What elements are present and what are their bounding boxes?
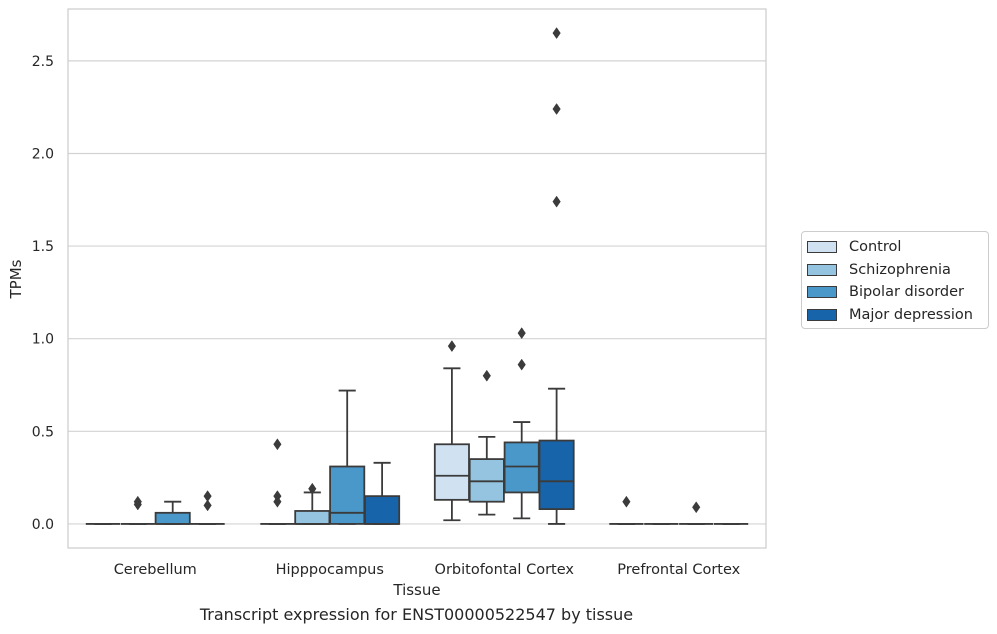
legend-item: Major depression — [802, 304, 988, 327]
y-tick-label: 0.0 — [32, 517, 54, 533]
outlier-point — [308, 482, 317, 495]
outlier-point — [273, 495, 282, 508]
legend-swatch — [807, 308, 837, 321]
box-major-depression — [190, 490, 225, 525]
y-tick-label: 2.5 — [32, 54, 54, 70]
legend-label: Control — [849, 239, 902, 256]
box-bipolar-disorder — [503, 327, 540, 520]
outlier-point — [517, 358, 526, 371]
legend-item: Control — [802, 236, 988, 259]
outlier-point — [447, 340, 457, 353]
x-tick-label: Orbitofontal Cortex — [435, 562, 575, 578]
box-body — [468, 458, 505, 503]
box-body — [538, 439, 575, 511]
outlier-point — [482, 369, 491, 382]
outlier-point — [133, 498, 142, 511]
box-bipolar-disorder — [329, 389, 366, 525]
y-tick-label: 2.0 — [32, 146, 54, 162]
box-schizophrenia — [120, 495, 155, 525]
box-control — [433, 340, 470, 522]
outlier-point — [692, 501, 701, 514]
grid-lines — [68, 60, 766, 525]
box-body — [503, 441, 540, 494]
box-bipolar-disorder — [154, 500, 191, 525]
legend-item: Schizophrenia — [802, 259, 988, 282]
chart-caption: Transcript expression for ENST0000052254… — [199, 605, 634, 624]
outlier-point — [273, 438, 282, 451]
box-schizophrenia — [468, 369, 505, 516]
y-tick-label: 1.0 — [32, 332, 54, 348]
x-axis-label: Tissue — [392, 581, 440, 599]
box-groups — [85, 27, 749, 525]
box-body — [364, 495, 401, 525]
x-tick-label: Hipppocampus — [276, 562, 384, 578]
legend: Control Schizophrenia Bipolar disorder M… — [801, 231, 989, 329]
outlier-point — [203, 499, 212, 512]
legend-label: Schizophrenia — [849, 261, 951, 278]
outlier-point — [552, 195, 561, 208]
outlier-point — [517, 327, 526, 340]
box-major-depression — [364, 461, 401, 525]
x-tick-labels: Cerebellum Hipppocampus Orbitofontal Corte… — [114, 562, 741, 578]
y-tick-labels: 0.0 0.5 1.0 1.5 2.0 2.5 — [32, 54, 54, 533]
box-control — [609, 495, 644, 525]
legend-label: Bipolar disorder — [849, 284, 964, 301]
box-body — [329, 465, 366, 525]
legend-swatch — [807, 241, 837, 254]
outlier-point — [552, 103, 561, 115]
y-tick-label: 0.5 — [32, 424, 54, 440]
outlier-point — [622, 495, 631, 508]
y-tick-label: 1.5 — [32, 239, 54, 255]
box-control — [260, 438, 295, 525]
plot-frame — [67, 8, 767, 549]
box-bipolar-disorder — [679, 501, 714, 525]
box-body — [154, 511, 191, 525]
legend-label: Major depression — [849, 306, 973, 323]
y-axis-label: TPMs — [7, 259, 25, 299]
x-tick-label: Cerebellum — [114, 562, 197, 578]
box-major-depression — [538, 27, 575, 525]
outlier-point — [552, 27, 561, 40]
box-body — [433, 443, 470, 501]
x-tick-label: Prefrontal Cortex — [617, 562, 740, 578]
box-body — [294, 510, 331, 525]
legend-item: Bipolar disorder — [802, 281, 988, 304]
box-schizophrenia — [294, 482, 331, 525]
legend-swatch — [807, 286, 837, 299]
legend-swatch — [807, 263, 837, 276]
